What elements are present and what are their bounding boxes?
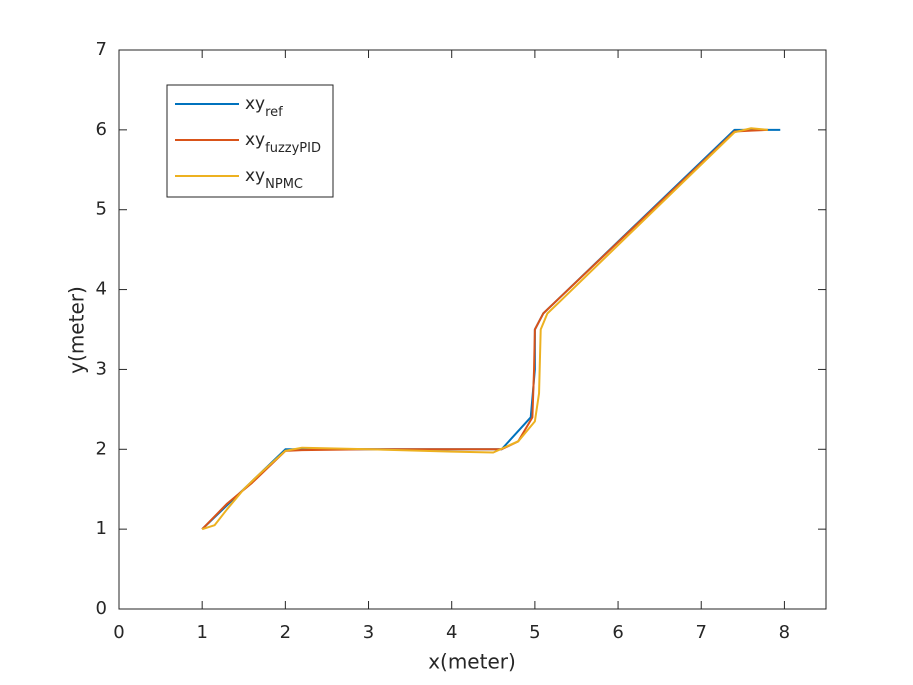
x-tick-label: 5 [529,622,540,643]
legend-name: xy [245,130,265,150]
x-tick-label: 2 [280,622,291,643]
x-axis-label: x(meter) [428,650,516,674]
legend-label: xyref [245,94,283,120]
y-tick-label: 5 [96,199,107,220]
y-tick-label: 7 [96,39,107,60]
legend-label: xyNPMC [245,166,303,192]
legend-label: xyfuzzyPID [245,130,321,156]
y-tick-label: 1 [96,518,107,539]
y-axis-label: y(meter) [65,286,89,374]
x-tick-label: 8 [779,622,790,643]
x-tick-label: 6 [612,622,623,643]
x-tick-label: 3 [363,622,374,643]
series-line [201,127,768,531]
legend-subscript: NPMC [265,177,303,192]
legend-name: xy [245,166,265,186]
axes-box [118,49,827,610]
legend-subscript: fuzzyPID [265,141,321,156]
y-tick-label: 0 [96,598,107,619]
y-tick-label: 3 [96,358,107,379]
x-tick-label: 0 [113,622,124,643]
y-tick-label: 4 [96,279,107,300]
legend-subscript: ref [265,105,283,120]
x-tick-label: 1 [196,622,207,643]
x-tick-label: 7 [696,622,707,643]
y-tick-label: 2 [96,438,107,459]
y-tick-label: 6 [96,119,107,140]
x-tick-label: 4 [446,622,457,643]
legend-name: xy [245,94,265,114]
